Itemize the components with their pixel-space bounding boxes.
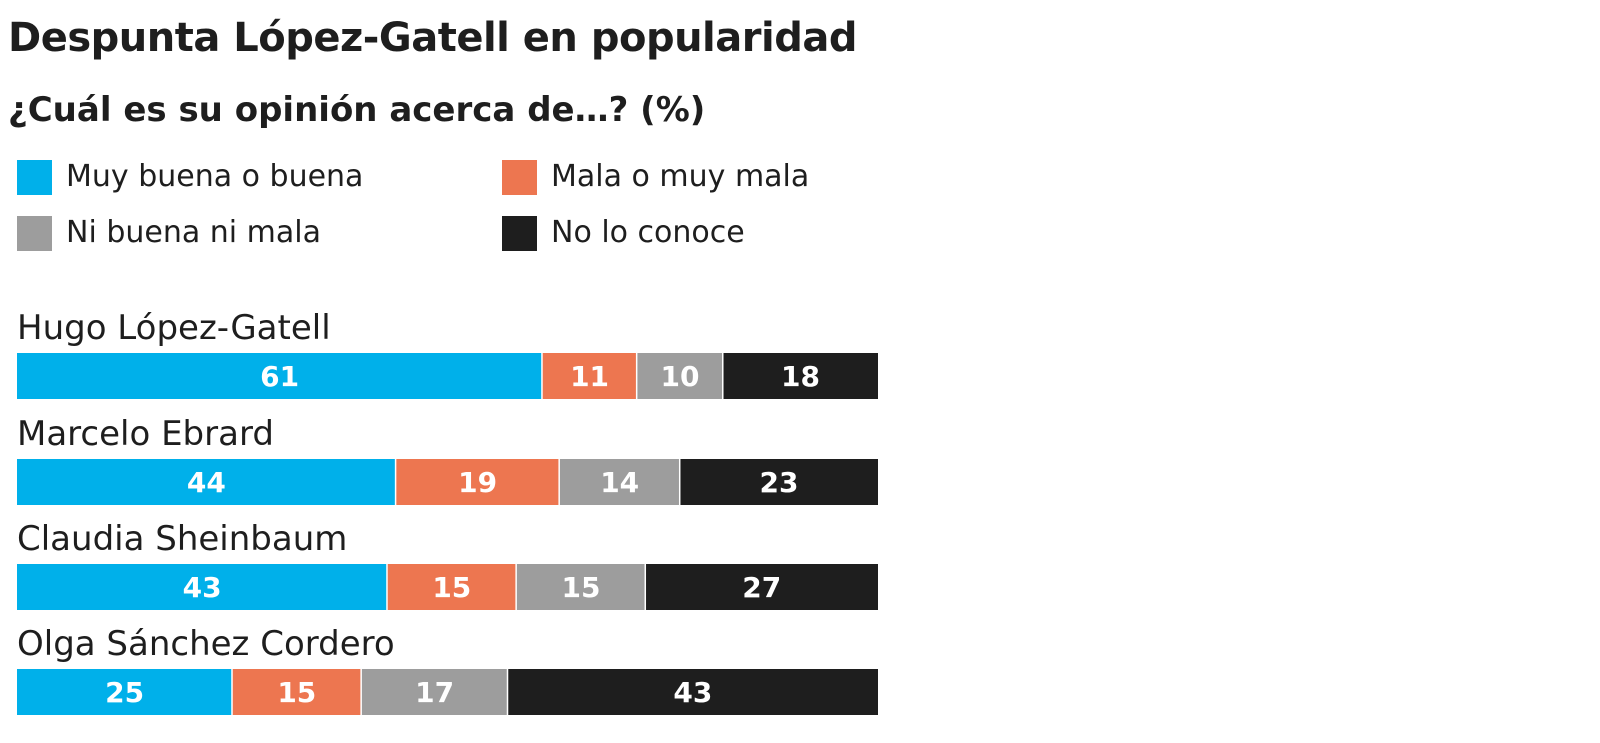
bar-segment: [17, 353, 543, 399]
bar-segment: [361, 669, 508, 715]
legend-swatch-icon: [17, 215, 52, 251]
legend-item-no-conoce: No lo conoce: [502, 215, 745, 251]
data-label: 43: [183, 571, 222, 604]
segment-divider: [394, 459, 397, 505]
bar-segment: [395, 459, 560, 505]
data-label: 27: [742, 571, 781, 604]
category-label: Hugo López-Gatell: [17, 308, 331, 348]
bar-segment: [387, 564, 517, 610]
data-label: 23: [760, 466, 799, 499]
data-label: 18: [781, 360, 820, 393]
category-label: Marcelo Ebrard: [17, 414, 274, 454]
legend-label: Mala o muy mala: [551, 159, 810, 194]
bar-segment: [17, 669, 233, 715]
legend-swatch-icon: [502, 215, 537, 251]
bar-segment: [559, 459, 680, 505]
legend-swatch-icon: [502, 159, 537, 195]
data-label: 19: [458, 466, 497, 499]
chart-title: Despunta López-Gatell en popularidad: [8, 15, 857, 61]
segment-divider: [541, 353, 543, 399]
legend-label: Ni buena ni mala: [66, 215, 321, 250]
segment-divider: [386, 564, 388, 610]
data-label: 10: [660, 360, 699, 393]
segment-divider: [558, 459, 560, 505]
legend-item-ni-buena: Ni buena ni mala: [17, 215, 321, 251]
category-label: Olga Sánchez Cordero: [17, 624, 395, 664]
bar-segment: [17, 459, 396, 505]
segment-divider: [644, 564, 647, 610]
segment-divider: [506, 669, 509, 715]
legend-label: Muy buena o buena: [66, 159, 364, 194]
data-label: 15: [432, 571, 471, 604]
chart-subtitle: ¿Cuál es su opinión acerca de…? (%): [8, 90, 706, 130]
legend-item-mala: Mala o muy mala: [502, 159, 809, 195]
data-label: 25: [105, 676, 144, 709]
segment-divider: [678, 459, 681, 505]
data-label: 61: [260, 360, 299, 393]
bar-segment: [723, 353, 878, 399]
data-label: 44: [187, 466, 226, 499]
bar-segment: [17, 564, 388, 610]
bar-segment: [636, 353, 724, 399]
bar-segment: [232, 669, 362, 715]
category-label: Claudia Sheinbaum: [17, 519, 347, 559]
data-label: 43: [673, 676, 712, 709]
bar-segment: [645, 564, 878, 610]
data-label: 15: [561, 571, 600, 604]
legend-item-muy-buena: Muy buena o buena: [17, 159, 363, 195]
data-label: 11: [570, 360, 609, 393]
bar-segment: [516, 564, 646, 610]
legend-swatch-icon: [17, 159, 52, 195]
segment-divider: [515, 564, 517, 610]
bar-segment: [542, 353, 637, 399]
data-label: 17: [415, 676, 454, 709]
data-label: 14: [600, 466, 639, 499]
legend-label: No lo conoce: [551, 215, 745, 250]
bar-segment: [507, 669, 878, 715]
segment-divider: [722, 353, 724, 399]
segment-divider: [635, 353, 638, 399]
data-label: 15: [277, 676, 316, 709]
bar-segment: [679, 459, 878, 505]
segment-divider: [360, 669, 362, 715]
segment-divider: [231, 669, 233, 715]
